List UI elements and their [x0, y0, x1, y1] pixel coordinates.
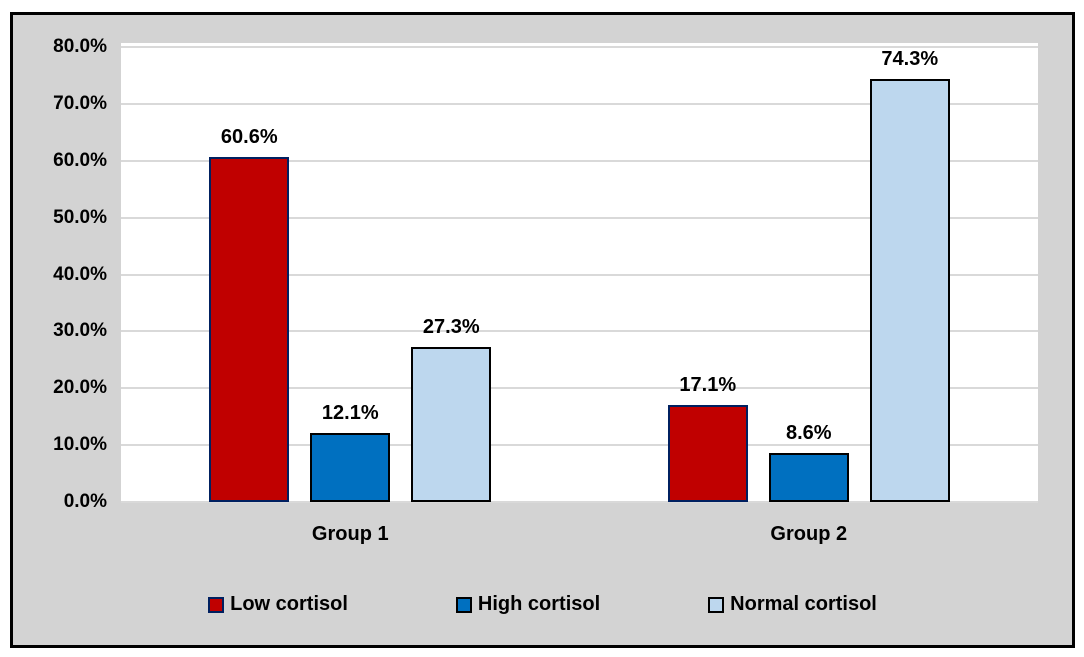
- bar-low-cortisol-1: [209, 157, 290, 502]
- y-axis-tick-label: 60.0%: [53, 149, 107, 171]
- chart-frame: 0.0% 10.0% 20.0% 30.0% 40.0% 50.0% 60.0% 70.0% 8…: [10, 12, 1075, 648]
- bar-normal-cortisol-1: [411, 346, 492, 502]
- gridline-0.0%: [121, 501, 1038, 503]
- gridline-20.0%: [121, 387, 1038, 390]
- y-axis-tick-label: 0.0%: [63, 491, 107, 512]
- gridline-60.0%: [121, 159, 1038, 162]
- bar-low-cortisol-2: [667, 404, 748, 502]
- legend-label: Normal cortisol: [730, 593, 877, 615]
- y-axis-tick-label: 20.0%: [53, 377, 107, 399]
- legend-swatch-icon: [455, 596, 472, 613]
- legend-label: High cortisol: [477, 593, 601, 615]
- x-axis-category-label: Group 2: [770, 523, 848, 545]
- legend: Low cortisol High cortisol Normal cortisol: [13, 593, 1072, 616]
- gridline-80.0%: [121, 46, 1038, 48]
- x-axis-category-label: Group 1: [311, 523, 389, 545]
- gridline-50.0%: [121, 216, 1038, 219]
- data-label: 17.1%: [679, 373, 737, 396]
- legend-item-low-cortisol: Low cortisol: [208, 593, 348, 616]
- y-axis-tick-label: 10.0%: [53, 434, 107, 456]
- gridline-10.0%: [121, 444, 1038, 447]
- y-axis-tick-label: 40.0%: [53, 263, 107, 285]
- data-label: 60.6%: [220, 126, 278, 149]
- gridline-30.0%: [121, 330, 1038, 333]
- bar-normal-cortisol-2: [869, 79, 950, 502]
- gridline-70.0%: [121, 102, 1038, 105]
- gridline-40.0%: [121, 273, 1038, 276]
- plot-area: 0.0% 10.0% 20.0% 30.0% 40.0% 50.0% 60.0% 70.0% 8…: [53, 36, 1038, 512]
- legend-swatch-icon: [708, 596, 725, 613]
- data-label: 12.1%: [321, 402, 379, 425]
- data-label: 74.3%: [881, 48, 939, 71]
- legend-item-normal-cortisol: Normal cortisol: [708, 593, 877, 616]
- bar-high-cortisol-1: [310, 433, 391, 502]
- data-label: 8.6%: [785, 422, 832, 445]
- y-axis-tick-label: 80.0%: [53, 36, 107, 57]
- legend-label: Low cortisol: [230, 593, 348, 615]
- data-label: 27.3%: [422, 315, 480, 338]
- legend-item-high-cortisol: High cortisol: [455, 593, 601, 616]
- y-axis-tick-label: 70.0%: [53, 92, 107, 114]
- bar-high-cortisol-2: [768, 453, 849, 502]
- y-axis-tick-label: 50.0%: [53, 206, 107, 228]
- legend-swatch-icon: [208, 596, 225, 613]
- y-axis-tick-label: 30.0%: [53, 320, 107, 342]
